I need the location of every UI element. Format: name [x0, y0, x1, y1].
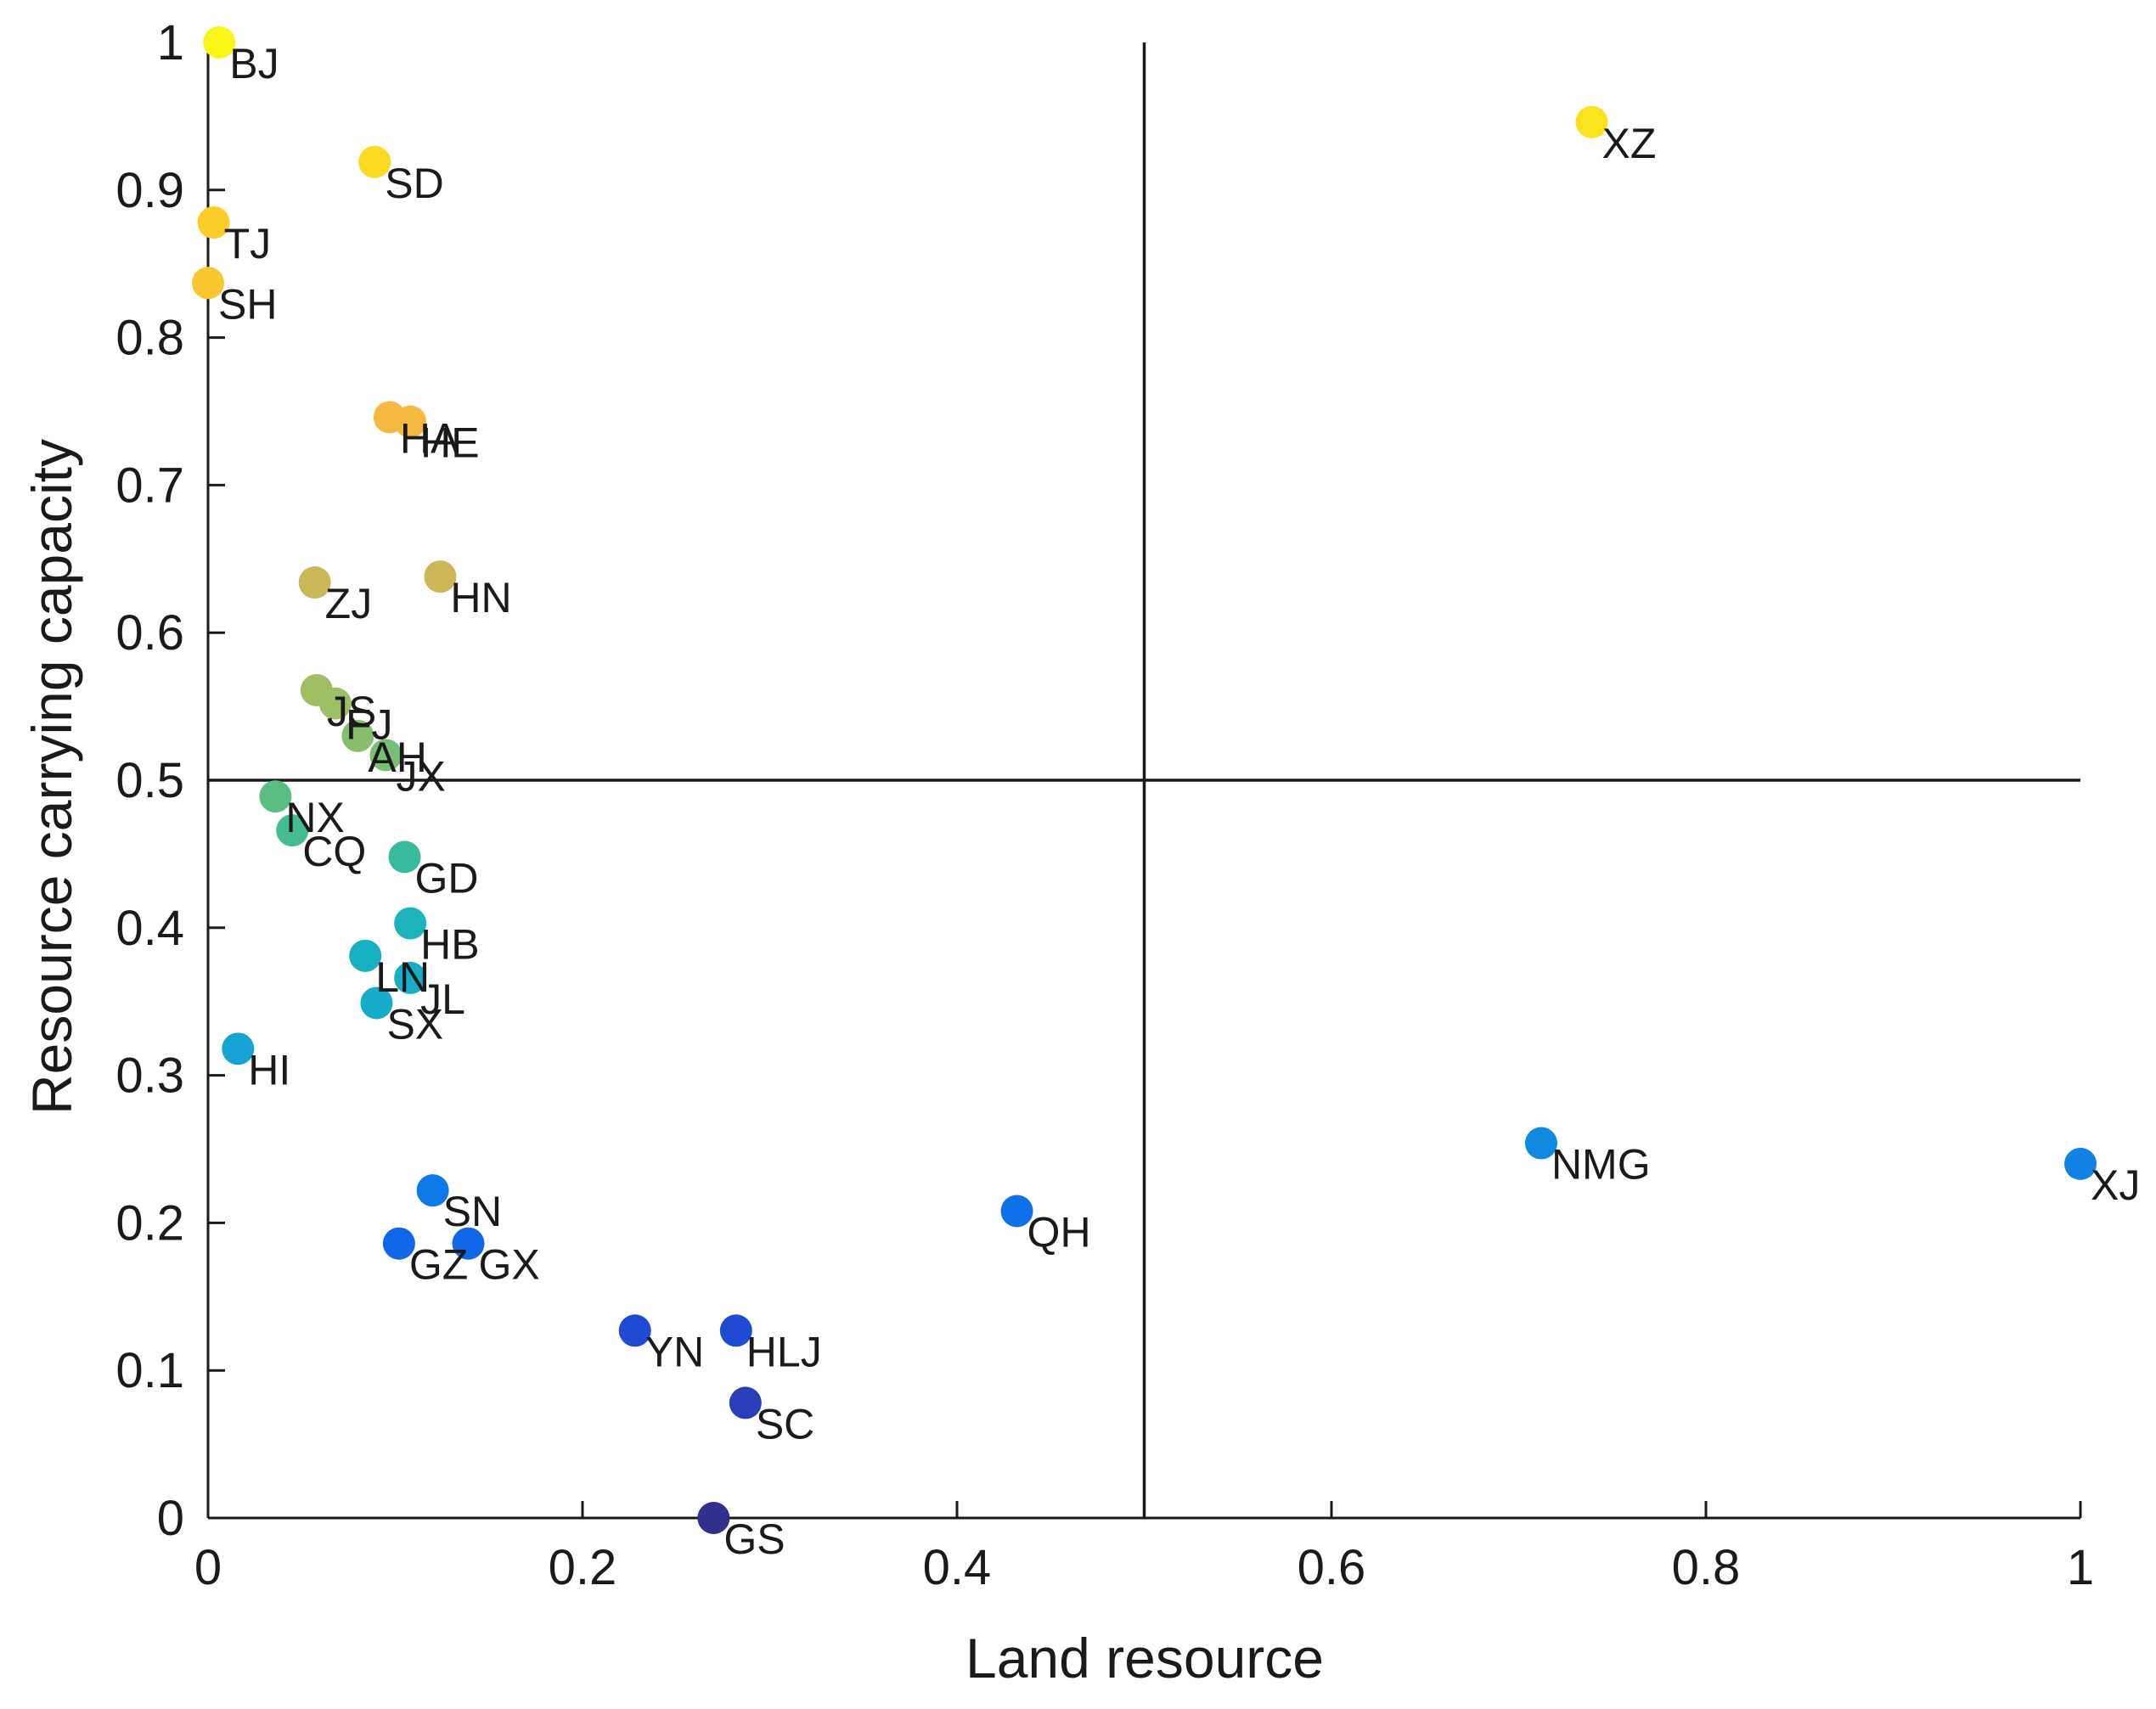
data-point-sd — [358, 145, 391, 178]
point-label-fj: FJ — [346, 701, 393, 749]
data-point-gs — [697, 1502, 730, 1534]
point-label-he: HE — [420, 419, 479, 467]
point-label-sd: SD — [385, 160, 443, 207]
point-label-gd: GD — [415, 854, 479, 902]
point-label-sn: SN — [443, 1188, 502, 1235]
point-label-cq: CQ — [302, 828, 366, 875]
point-label-qh: QH — [1027, 1208, 1091, 1256]
data-point-yn — [618, 1314, 651, 1347]
data-point-gx — [452, 1227, 485, 1260]
point-label-ah: AH — [368, 734, 426, 781]
reference-lines — [208, 42, 2080, 1518]
data-point-bj — [203, 26, 236, 59]
data-point-sn — [416, 1174, 449, 1207]
point-label-hlj: HLJ — [746, 1328, 822, 1375]
y-tick-label: 0.5 — [115, 753, 184, 808]
point-label-sc: SC — [756, 1400, 814, 1448]
point-label-xz: XZ — [1602, 120, 1656, 167]
y-tick-label: 0.9 — [115, 163, 184, 218]
data-point-he — [394, 405, 427, 438]
data-point-nmg — [1524, 1127, 1557, 1160]
point-label-sh: SH — [218, 280, 277, 328]
point-label-nmg: NMG — [1551, 1141, 1651, 1189]
data-point-hlj — [719, 1314, 752, 1347]
data-point-xz — [1575, 105, 1608, 138]
x-axis-title: Land resource — [965, 1627, 1324, 1689]
data-point-xj — [2064, 1147, 2097, 1180]
x-tick-label: 0 — [194, 1540, 222, 1595]
y-tick-label: 0.8 — [115, 311, 184, 366]
point-label-jl: JL — [420, 975, 465, 1023]
y-tick-label: 0.6 — [115, 605, 184, 661]
y-tick-label: 1 — [157, 15, 184, 70]
y-tick-label: 0.7 — [115, 458, 184, 513]
data-point-jl — [394, 961, 427, 994]
x-tick-label: 0.2 — [549, 1540, 617, 1595]
point-label-bj: BJ — [229, 40, 279, 87]
data-point-gd — [388, 840, 421, 874]
point-label-gx: GX — [478, 1241, 539, 1289]
point-label-hb: HB — [420, 921, 479, 969]
y-tick-label: 0.4 — [115, 901, 184, 956]
x-tick-label: 0.4 — [923, 1540, 992, 1595]
point-label-jx: JX — [396, 752, 445, 800]
x-tick-label: 0.8 — [1672, 1540, 1741, 1595]
data-point-cq — [276, 814, 309, 847]
point-label-gs: GS — [723, 1515, 785, 1563]
data-point-qh — [1000, 1195, 1033, 1228]
point-label-hn: HN — [450, 574, 511, 621]
x-tick-label: 0.6 — [1298, 1540, 1366, 1595]
point-label-tj: TJ — [224, 220, 272, 267]
point-label-js: JS — [327, 688, 376, 735]
data-point-ln — [349, 939, 382, 972]
point-label-xj: XJ — [2091, 1161, 2140, 1209]
data-point-gz — [382, 1227, 415, 1260]
data-point-hb — [394, 907, 427, 940]
data-point-ah — [341, 719, 374, 752]
y-tick-label: 0.2 — [115, 1195, 184, 1251]
data-point-jx — [369, 739, 402, 772]
point-label-ha: HA — [400, 414, 459, 462]
data-point-tj — [197, 206, 230, 239]
axes-layer: 0 0.2 0.4 0.6 0.8 1 0 0.1 0.2 0.3 0.4 0.5 0.6 0.7 0.8 0… — [115, 15, 2094, 1595]
data-point-sc — [729, 1386, 762, 1419]
point-label-gz: GZ — [409, 1241, 468, 1289]
data-point-nx — [259, 780, 292, 813]
point-label-hi: HI — [248, 1046, 290, 1093]
point-label-sx: SX — [386, 1000, 443, 1048]
point-label-nx: NX — [285, 794, 344, 841]
data-point-fj — [318, 687, 352, 720]
data-point-zj — [298, 566, 331, 599]
x-tick-label: 1 — [2067, 1540, 2094, 1595]
data-point-hi — [222, 1032, 255, 1065]
point-label-zj: ZJ — [325, 580, 373, 627]
y-tick-label: 0 — [157, 1491, 184, 1546]
data-points — [192, 26, 2097, 1534]
y-tick-label: 0.1 — [115, 1343, 184, 1398]
data-point-sh — [192, 267, 224, 300]
point-label-ln: LN — [375, 953, 430, 1001]
data-point-hn — [424, 560, 457, 593]
data-point-sx — [360, 987, 393, 1020]
point-label-yn: YN — [645, 1328, 704, 1375]
y-axis-title: Resource carrying capacity — [20, 439, 83, 1115]
y-tick-label: 0.3 — [115, 1048, 184, 1104]
